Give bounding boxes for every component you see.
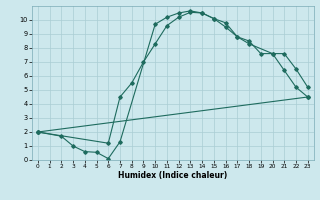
X-axis label: Humidex (Indice chaleur): Humidex (Indice chaleur): [118, 171, 228, 180]
